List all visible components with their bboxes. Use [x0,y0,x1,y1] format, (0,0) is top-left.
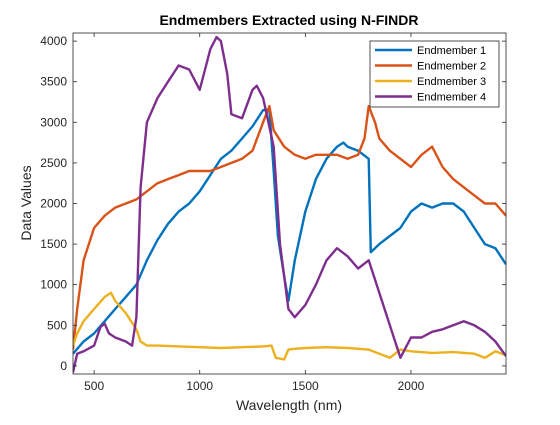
legend-label-1: Endmember 1 [417,45,486,57]
legend-label-3: Endmember 3 [417,76,486,88]
y-tick-label: 3500 [40,75,67,89]
axes: 500 1000 1500 2000 0 500 1000 1500 2000 2500 3000 3… [40,32,507,393]
y-tick-label: 2500 [40,156,67,170]
y-tick-label: 3000 [40,115,67,129]
y-tick-label: 4000 [40,34,67,48]
y-tick-label: 1500 [40,237,67,251]
y-tick-label: 1000 [40,278,67,292]
legend-label-4: Endmember 4 [417,92,486,104]
plot-area [73,35,506,373]
x-axis-label: Wavelength (nm) [236,397,342,413]
series-line-2 [73,104,506,350]
chart-title: Endmembers Extracted using N-FINDR [159,12,418,28]
x-tick-label: 2000 [398,379,425,393]
series-line-3 [73,291,506,361]
series-line-4 [73,35,506,373]
x-tick-label: 1000 [186,379,213,393]
legend-label-2: Endmember 2 [417,61,486,73]
y-tick-label: 500 [47,318,67,332]
y-axis-label: Data Values [18,165,34,240]
y-tick-label: 0 [60,359,67,373]
x-tick-label: 500 [84,379,104,393]
y-tick-label: 2000 [40,197,67,211]
x-tick-label: 1500 [292,379,319,393]
legend: Endmember 1 Endmember 2 Endmember 3 Endmemb… [369,40,500,108]
